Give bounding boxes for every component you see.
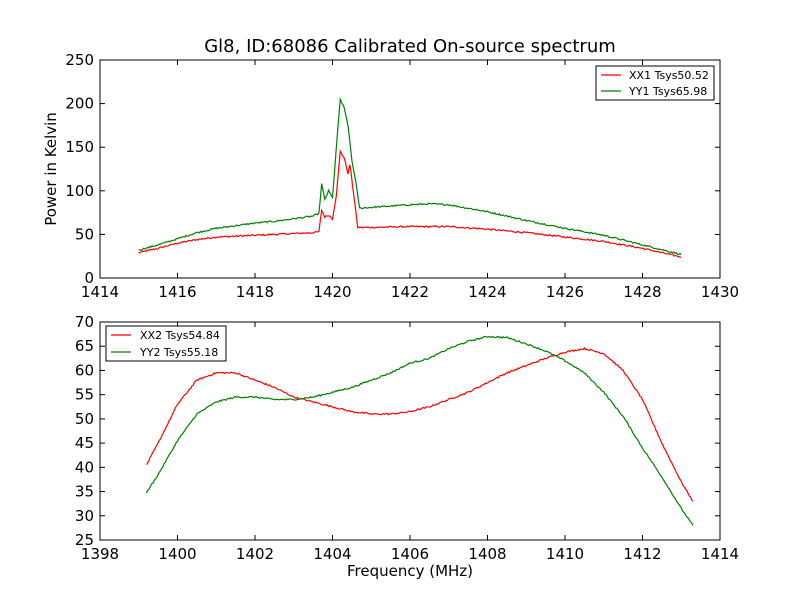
top-y-tick-label: 0 [84, 269, 94, 287]
top-axes-series [138, 97, 682, 259]
bottom-y-tick-label: 50 [75, 410, 94, 428]
top-y-tick-label: 200 [65, 95, 94, 113]
top-series-line-xx1 [138, 149, 682, 259]
bottom-x-tick-label: 1398 [81, 545, 119, 563]
bottom-y-tick-label: 65 [75, 337, 94, 355]
bottom-x-tick-label: 1400 [158, 545, 196, 563]
top-legend-box [595, 65, 715, 101]
top-x-tick-label: 1428 [623, 283, 661, 301]
bottom-legend: XX2 Tsys54.84 YY2 Tsys55.18 [105, 325, 227, 362]
bottom-axes-ticks: 1398 1400 1402 1404 1406 1408 1410 1412 1414 25 30… [75, 313, 739, 563]
bottom-axes-series [145, 335, 694, 526]
bottom-y-tick-label: 40 [75, 458, 94, 476]
bottom-x-tick-label: 1408 [468, 545, 506, 563]
top-legend-label-xx1: XX1 Tsys50.52 [629, 69, 709, 82]
top-series-line-yy1 [138, 97, 682, 256]
top-legend-label-yy1: YY1 Tsys65.98 [628, 85, 707, 98]
bottom-series-line-xx2 [145, 346, 694, 502]
top-y-tick-label: 250 [65, 51, 94, 69]
top-y-tick-label: 50 [75, 225, 94, 243]
top-legend: XX1 Tsys50.52 YY1 Tsys65.98 [595, 65, 715, 101]
top-x-tick-label: 1424 [468, 283, 506, 301]
bottom-x-tick-label: 1402 [236, 545, 274, 563]
bottom-y-tick-label: 60 [75, 361, 94, 379]
bottom-legend-label-yy2: YY2 Tsys55.18 [139, 346, 218, 359]
top-x-tick-label: 1422 [391, 283, 429, 301]
chart-title: Gl8, ID:68086 Calibrated On-source spect… [204, 36, 616, 57]
top-y-axis-label: Power in Kelvin [42, 112, 60, 226]
bottom-x-tick-label: 1406 [391, 545, 429, 563]
bottom-legend-box [105, 325, 227, 362]
top-axes: 1414 1416 1418 1420 1422 1424 1426 1428 1430 0 50 1… [42, 51, 739, 301]
top-y-tick-label: 150 [65, 138, 94, 156]
bottom-x-axis-label: Frequency (MHz) [347, 562, 473, 580]
bottom-y-tick-label: 70 [75, 313, 94, 331]
top-x-tick-label: 1416 [158, 283, 196, 301]
top-x-tick-label: 1414 [81, 283, 119, 301]
bottom-x-tick-label: 1412 [623, 545, 661, 563]
bottom-series-line-yy2 [145, 335, 694, 526]
bottom-legend-label-xx2: XX2 Tsys54.84 [140, 329, 220, 342]
bottom-x-tick-label: 1414 [701, 545, 739, 563]
top-x-tick-label: 1420 [313, 283, 351, 301]
top-x-tick-label: 1430 [701, 283, 739, 301]
top-x-tick-label: 1418 [236, 283, 274, 301]
bottom-axes: 1398 1400 1402 1404 1406 1408 1410 1412 1414 25 30… [75, 313, 739, 580]
bottom-x-tick-label: 1410 [546, 545, 584, 563]
bottom-y-tick-label: 55 [75, 386, 94, 404]
top-y-tick-label: 100 [65, 182, 94, 200]
bottom-y-tick-label: 30 [75, 507, 94, 525]
bottom-y-tick-label: 35 [75, 483, 94, 501]
top-x-tick-label: 1426 [546, 283, 584, 301]
bottom-y-tick-label: 45 [75, 434, 94, 452]
bottom-x-tick-label: 1404 [313, 545, 351, 563]
top-axes-ticks: 1414 1416 1418 1420 1422 1424 1426 1428 1430 0 50 1… [65, 51, 739, 301]
bottom-y-tick-label: 25 [75, 531, 94, 549]
